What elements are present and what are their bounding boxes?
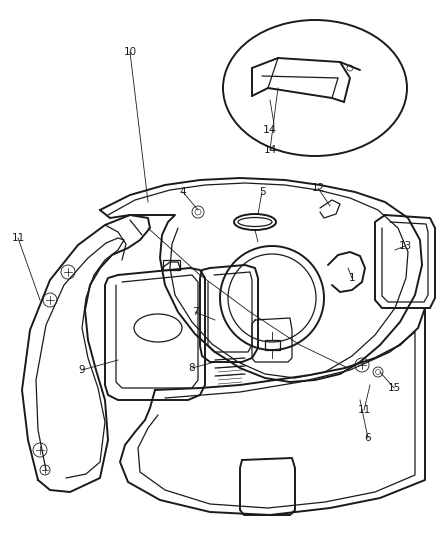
Text: 14: 14	[263, 125, 277, 135]
Text: 7: 7	[192, 307, 198, 317]
Text: 9: 9	[79, 365, 85, 375]
Text: 11: 11	[11, 233, 25, 243]
Text: 1: 1	[349, 273, 355, 283]
Text: 14: 14	[263, 145, 277, 155]
Bar	[163, 260, 180, 270]
Text: 8: 8	[189, 363, 195, 373]
Text: 13: 13	[399, 241, 412, 251]
Text: 6: 6	[365, 433, 371, 443]
Text: 4: 4	[180, 187, 186, 197]
Text: 15: 15	[387, 383, 401, 393]
Text: 11: 11	[357, 405, 371, 415]
Text: 12: 12	[311, 183, 325, 193]
Text: 10: 10	[124, 47, 137, 57]
Text: 5: 5	[259, 187, 265, 197]
